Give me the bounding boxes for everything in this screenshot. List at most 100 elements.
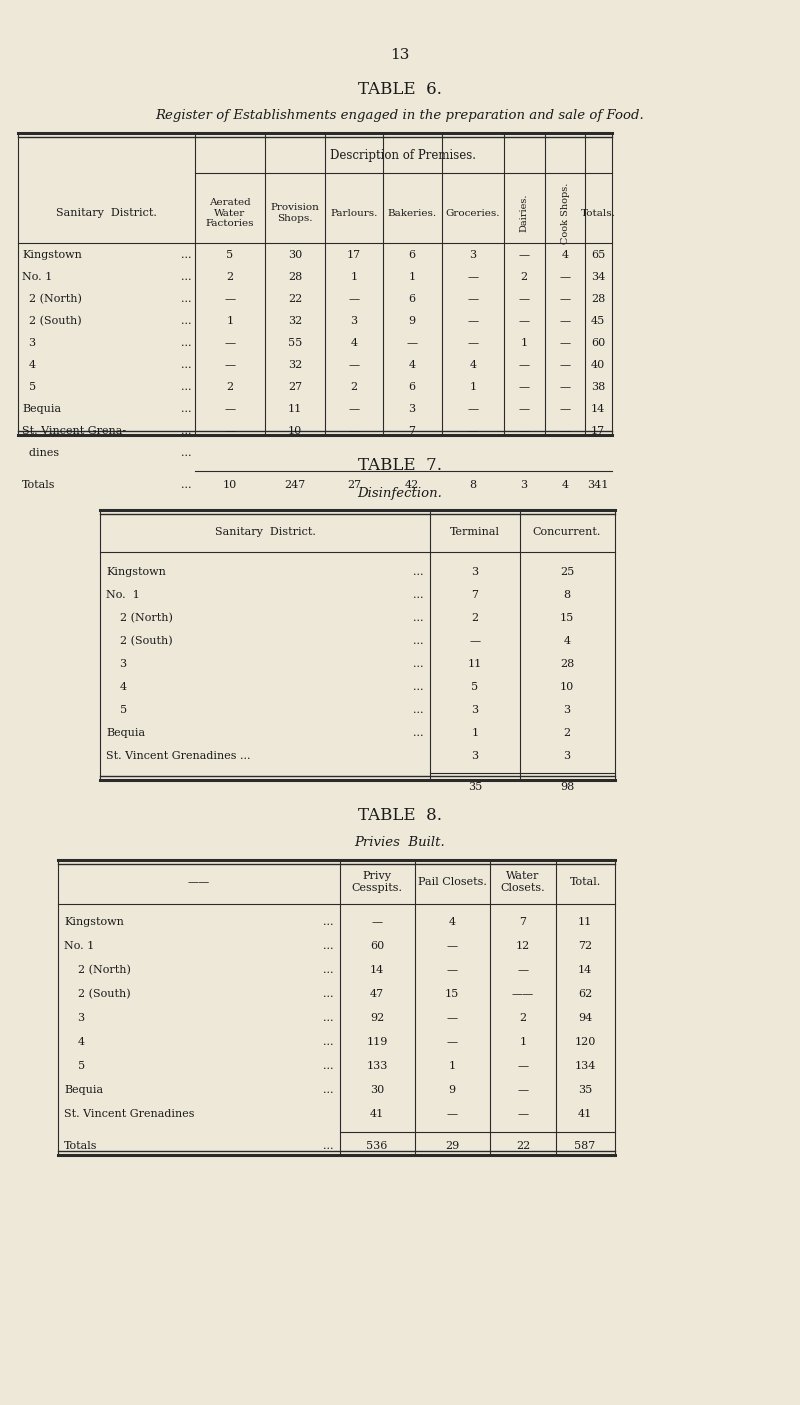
Text: 119: 119 (366, 1037, 388, 1047)
Text: ——: —— (512, 989, 534, 999)
Text: —: — (446, 1109, 458, 1118)
Text: 120: 120 (574, 1037, 596, 1047)
Text: ...: ... (181, 360, 191, 370)
Text: 41: 41 (370, 1109, 384, 1118)
Text: Disinfection.: Disinfection. (358, 486, 442, 500)
Text: 7: 7 (519, 917, 526, 927)
Text: Pail Closets.: Pail Closets. (418, 877, 486, 887)
Text: —: — (518, 1061, 529, 1071)
Text: —: — (518, 1109, 529, 1118)
Text: 2: 2 (350, 382, 358, 392)
Text: 40: 40 (591, 360, 605, 370)
Text: ...: ... (323, 965, 334, 975)
Text: Aerated
Water
Factories: Aerated Water Factories (206, 198, 254, 228)
Text: —: — (559, 294, 570, 303)
Text: 15: 15 (560, 613, 574, 622)
Text: 9: 9 (449, 1085, 455, 1094)
Text: —: — (518, 250, 530, 260)
Text: 5: 5 (106, 705, 127, 715)
Text: Description of Premises.: Description of Premises. (330, 149, 476, 162)
Text: —: — (446, 941, 458, 951)
Text: 6: 6 (409, 294, 415, 303)
Text: ...: ... (323, 989, 334, 999)
Text: —: — (225, 294, 235, 303)
Text: 5: 5 (64, 1061, 85, 1071)
Text: 11: 11 (288, 405, 302, 414)
Text: —: — (467, 339, 478, 348)
Text: ...: ... (323, 1141, 334, 1151)
Text: 9: 9 (409, 316, 415, 326)
Text: 98: 98 (560, 783, 574, 792)
Text: Totals: Totals (22, 481, 55, 490)
Text: 4: 4 (470, 360, 477, 370)
Text: —: — (467, 316, 478, 326)
Text: ...: ... (181, 339, 191, 348)
Text: ...: ... (323, 941, 334, 951)
Text: 34: 34 (591, 273, 605, 282)
Text: 72: 72 (578, 941, 592, 951)
Text: 92: 92 (370, 1013, 384, 1023)
Text: 1: 1 (350, 273, 358, 282)
Text: 10: 10 (560, 681, 574, 693)
Text: ...: ... (181, 250, 191, 260)
Text: ...: ... (323, 1037, 334, 1047)
Text: 17: 17 (347, 250, 361, 260)
Text: 2: 2 (226, 382, 234, 392)
Text: —: — (518, 294, 530, 303)
Text: 3: 3 (471, 752, 478, 762)
Text: ...: ... (323, 1061, 334, 1071)
Text: —: — (559, 382, 570, 392)
Text: ...: ... (414, 568, 424, 577)
Text: ...: ... (181, 405, 191, 414)
Text: 14: 14 (591, 405, 605, 414)
Text: 4: 4 (563, 636, 570, 646)
Text: 3: 3 (470, 250, 477, 260)
Text: —: — (518, 360, 530, 370)
Text: St. Vincent Grenadines: St. Vincent Grenadines (64, 1109, 194, 1118)
Text: 2 (North): 2 (North) (106, 613, 173, 624)
Text: Sanitary  District.: Sanitary District. (55, 208, 157, 218)
Text: ...: ... (323, 1085, 334, 1094)
Text: 4: 4 (106, 681, 127, 693)
Text: dines: dines (22, 448, 59, 458)
Text: 2: 2 (563, 728, 570, 738)
Text: 7: 7 (471, 590, 478, 600)
Text: 30: 30 (370, 1085, 384, 1094)
Text: Bakeries.: Bakeries. (387, 208, 437, 218)
Text: Dairies.: Dairies. (519, 194, 529, 232)
Text: 62: 62 (578, 989, 592, 999)
Text: 65: 65 (591, 250, 605, 260)
Text: No. 1: No. 1 (64, 941, 94, 951)
Text: 10: 10 (288, 426, 302, 436)
Text: 5: 5 (471, 681, 478, 693)
Text: 32: 32 (288, 360, 302, 370)
Text: 15: 15 (445, 989, 459, 999)
Text: ...: ... (414, 728, 424, 738)
Text: ...: ... (181, 273, 191, 282)
Text: 3: 3 (471, 568, 478, 577)
Text: —: — (446, 1013, 458, 1023)
Text: 6: 6 (409, 250, 415, 260)
Text: —: — (518, 382, 530, 392)
Text: 35: 35 (578, 1085, 592, 1094)
Text: ...: ... (181, 316, 191, 326)
Text: —: — (518, 405, 530, 414)
Text: 247: 247 (284, 481, 306, 490)
Text: Register of Establishments engaged in the preparation and sale of Food.: Register of Establishments engaged in th… (156, 108, 644, 121)
Text: 8: 8 (470, 481, 477, 490)
Text: 55: 55 (288, 339, 302, 348)
Text: 3: 3 (22, 339, 36, 348)
Text: Totals.: Totals. (581, 208, 615, 218)
Text: 4: 4 (449, 917, 455, 927)
Text: 25: 25 (560, 568, 574, 577)
Text: 4: 4 (562, 481, 569, 490)
Text: ...: ... (414, 613, 424, 622)
Text: 3: 3 (563, 705, 570, 715)
Text: —: — (559, 405, 570, 414)
Text: 45: 45 (591, 316, 605, 326)
Text: —: — (559, 339, 570, 348)
Text: —: — (446, 1037, 458, 1047)
Text: 42: 42 (405, 481, 419, 490)
Text: 4: 4 (64, 1037, 85, 1047)
Text: 3: 3 (471, 705, 478, 715)
